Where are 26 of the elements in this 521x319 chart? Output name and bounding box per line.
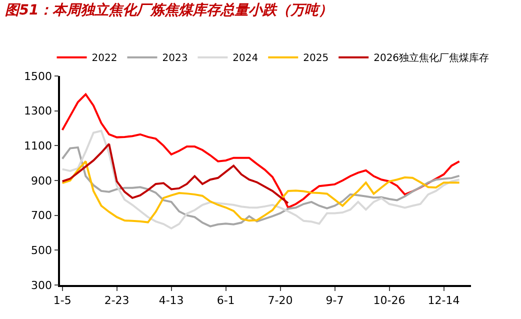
y-tick-label: 900 [31, 174, 52, 188]
y-tick-label: 1500 [24, 70, 52, 83]
y-tick-label: 500 [31, 244, 52, 258]
line-series [61, 160, 460, 224]
legend-label: 2022 [92, 53, 118, 64]
x-tick-label: 10-26 [373, 294, 406, 307]
y-tick-label: 700 [31, 209, 52, 222]
line-series [61, 142, 290, 204]
y-tick-label: 1300 [24, 104, 52, 118]
x-tick-label: 6-1 [216, 294, 235, 307]
legend-label: 2026独立焦化厂焦煤库存 [374, 52, 490, 64]
y-tick-label: 300 [31, 278, 52, 292]
chart-title: 图51：本周独立焦化厂炼焦煤库存总量小跌（万吨） [5, 2, 333, 19]
legend-label: 2024 [232, 53, 258, 64]
line-series [61, 146, 460, 228]
legend-label: 2025 [303, 53, 329, 64]
line-series [61, 93, 460, 208]
x-tick-label: 7-20 [268, 294, 293, 307]
y-tick-label: 1100 [24, 140, 52, 153]
x-tick-label: 12-14 [428, 294, 460, 307]
line-series [61, 130, 460, 230]
x-tick-label: 9-7 [326, 294, 344, 307]
x-tick-label: 4-13 [158, 294, 184, 307]
legend-label: 2023 [162, 53, 188, 64]
x-tick-label: 2-23 [104, 294, 130, 307]
x-tick-label: 1-5 [53, 294, 72, 307]
